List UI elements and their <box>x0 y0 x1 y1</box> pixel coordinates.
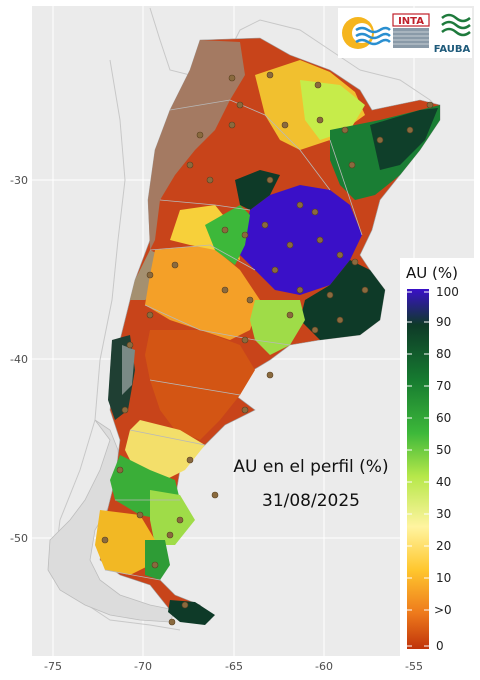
y-tick-label: -30 <box>10 174 28 187</box>
region-gray-andes <box>122 345 135 395</box>
region-darkgreen-east <box>300 260 385 340</box>
legend-tick-marks <box>407 291 429 647</box>
region-nodata-nw <box>148 40 245 250</box>
map-title: AU en el perfil (%) <box>233 457 388 477</box>
region-green-tip <box>145 540 170 580</box>
legend-tick-label: 30 <box>436 507 451 521</box>
region-yellow-patagonia <box>125 420 205 480</box>
y-tick-label: -40 <box>10 353 28 366</box>
region-green-central <box>205 205 250 265</box>
legend-tick-label: 70 <box>436 379 451 393</box>
inta-logo: INTA <box>392 13 430 48</box>
inta-logo-label: INTA <box>398 16 424 27</box>
legend-tick-label: 10 <box>436 571 451 585</box>
map-date: 31/08/2025 <box>262 491 360 511</box>
legend-tick-label: 100 <box>436 285 459 299</box>
y-axis: -30 -40 -50 <box>10 174 28 545</box>
fauba-logo-label: FAUBA <box>434 44 471 55</box>
legend-colorbar <box>407 289 429 649</box>
province-borders <box>104 99 363 581</box>
legend-tick-label: 20 <box>436 539 451 553</box>
region-blue <box>240 185 362 295</box>
logos: INTA FAUBA <box>338 8 472 58</box>
legend-tick-label: 0 <box>436 639 444 653</box>
y-tick-label: -50 <box>10 532 28 545</box>
x-tick-label: -65 <box>225 660 243 673</box>
region-orange-center <box>145 245 260 340</box>
legend-tick-label: 50 <box>436 443 451 457</box>
institution-logo-icon <box>342 17 391 49</box>
region-lightgreen-patagonia <box>150 490 195 545</box>
x-tick-label: -75 <box>44 660 62 673</box>
region-red-south <box>145 330 255 440</box>
legend: AU (%) 100 90 80 70 60 50 40 30 20 10 >0… <box>400 258 474 656</box>
legend-tick-label: 90 <box>436 315 451 329</box>
station-points <box>101 71 434 626</box>
legend-tick-label: 40 <box>436 475 451 489</box>
legend-title: AU (%) <box>406 264 458 282</box>
x-tick-label: -70 <box>134 660 152 673</box>
legend-tick-label: >0 <box>434 603 452 617</box>
fauba-logo: FAUBA <box>434 12 471 55</box>
region-lightgreen-north <box>300 80 365 140</box>
region-darkgreen-ne <box>370 108 438 170</box>
x-axis: -75 -70 -65 -60 -55 <box>44 660 423 673</box>
legend-tick-label: 60 <box>436 411 451 425</box>
region-yellow-south <box>95 510 155 575</box>
region-darkgreen-tdf <box>168 600 215 625</box>
legend-tick-label: 80 <box>436 347 451 361</box>
argentina-map <box>95 37 441 625</box>
x-tick-label: -60 <box>315 660 333 673</box>
x-tick-label: -55 <box>405 660 423 673</box>
